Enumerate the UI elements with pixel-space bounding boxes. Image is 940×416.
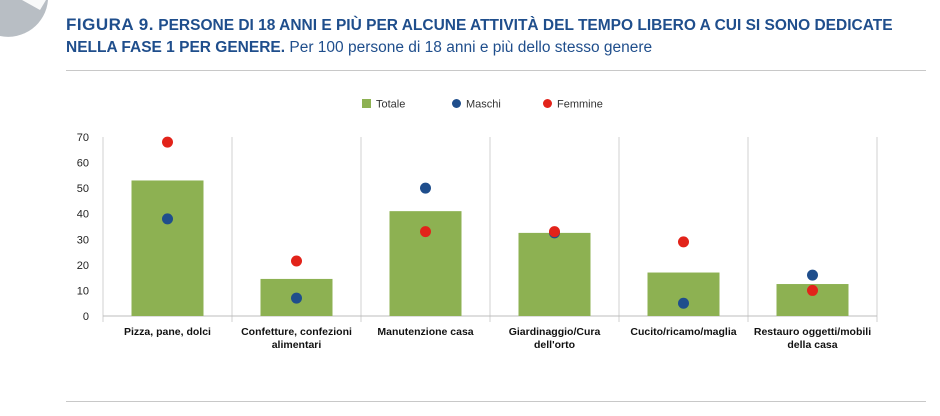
category-label-line: Confetture, confezioni: [241, 326, 352, 338]
figure-header: FIGURA 9. PERSONE DI 18 ANNI E PIÙ PER A…: [66, 14, 926, 59]
y-tick-label: 30: [77, 234, 89, 246]
legend-label-femmine: Femmine: [557, 99, 603, 111]
point-femmine: [420, 226, 431, 238]
category-label-line: Restauro oggetti/mobili: [754, 326, 871, 338]
category-label-line: dell'orto: [534, 339, 575, 351]
category-label-line: Pizza, pane, dolci: [124, 326, 211, 338]
bar-totale: [647, 272, 720, 316]
y-tick-label: 40: [77, 209, 89, 221]
category-label-line: della casa: [787, 339, 837, 351]
y-tick-label: 50: [77, 183, 89, 195]
legend-swatch-maschi: [452, 99, 461, 108]
figure-subtitle: Per 100 persone di 18 anni e più dello s…: [289, 39, 653, 56]
category-label: Pizza, pane, dolci: [124, 326, 211, 338]
y-tick-label: 60: [77, 158, 89, 170]
figure-label: FIGURA 9.: [66, 15, 154, 34]
bar-totale: [131, 180, 204, 316]
bar-totale: [518, 232, 591, 316]
category-label: Restauro oggetti/mobili della casa: [754, 326, 871, 351]
point-maschi: [162, 213, 173, 225]
y-tick-label: 20: [77, 260, 89, 272]
point-maschi: [807, 269, 818, 281]
y-tick-label: 10: [77, 285, 89, 297]
y-tick-label: 0: [83, 311, 89, 323]
category-label: Manutenzione casa: [377, 326, 473, 338]
category-label: Confetture, confezioni alimentari: [241, 326, 352, 351]
figure-title-line-1: FIGURA 9. PERSONE DI 18 ANNI E PIÙ PER A…: [66, 14, 926, 37]
point-femmine: [291, 255, 302, 267]
category-label-line: Cucito/ricamo/maglia: [630, 326, 736, 338]
y-tick-label: 70: [77, 132, 89, 144]
point-femmine: [678, 236, 689, 248]
legend-label-totale: Totale: [376, 99, 405, 111]
figure-title-line-2: NELLA FASE 1 PER GENERE. Per 100 persone…: [66, 37, 926, 59]
category-label-line: alimentari: [272, 339, 322, 351]
corner-pie-decoration: [0, 0, 48, 37]
point-maschi: [420, 182, 431, 194]
point-maschi: [678, 297, 689, 309]
point-femmine: [162, 136, 173, 148]
point-maschi: [291, 292, 302, 304]
legend-label-maschi: Maschi: [466, 99, 501, 111]
point-femmine: [549, 226, 560, 238]
category-label-line: Manutenzione casa: [377, 326, 473, 338]
category-label-line: Giardinaggio/Cura: [509, 326, 601, 338]
category-label: Cucito/ricamo/maglia: [630, 326, 736, 338]
bottom-divider: [66, 401, 926, 402]
figure-title-continued: NELLA FASE 1 PER GENERE.: [66, 39, 286, 56]
legend-swatch-totale: [362, 99, 371, 108]
legend-swatch-femmine: [543, 99, 552, 108]
point-femmine: [807, 284, 818, 296]
figure-title: PERSONE DI 18 ANNI E PIÙ PER ALCUNE ATTI…: [158, 17, 893, 34]
category-label: Giardinaggio/Cura dell'orto: [509, 326, 601, 351]
top-divider: [66, 70, 926, 71]
